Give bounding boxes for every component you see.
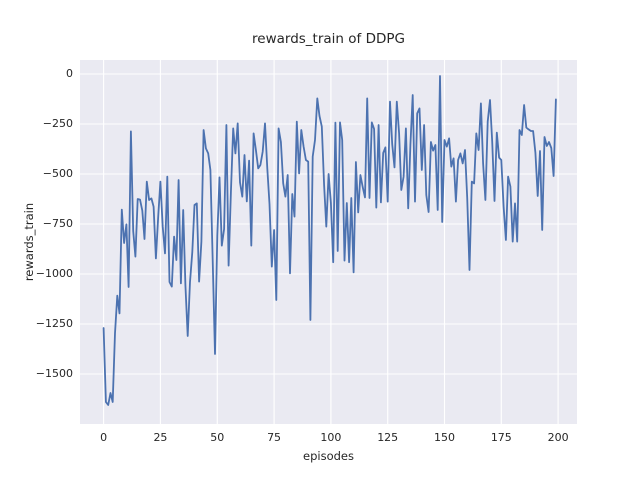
x-tick-label: 200 [547,431,569,444]
chart-title: rewards_train of DDPG [252,31,405,47]
x-tick-label: 25 [153,431,168,444]
x-tick-label: 150 [434,431,455,444]
y-tick-label: −500 [42,167,73,180]
x-tick-label: 125 [377,431,399,444]
x-tick-label: 75 [267,431,282,444]
y-tick-label: −250 [42,117,73,130]
y-tick-label: 0 [66,67,73,80]
x-axis-label: episodes [303,449,354,463]
y-tick-label: −1250 [35,317,73,330]
x-tick-label: 0 [100,431,108,444]
y-tick-label: −1500 [35,367,73,380]
plot-background [80,60,577,424]
y-axis-label: rewards_train [22,202,36,282]
y-tick-label: −1000 [35,267,73,280]
x-tick-label: 50 [210,431,225,444]
data-line [102,75,557,406]
x-tick-label: 175 [490,431,512,444]
y-tick-label: −750 [42,217,73,230]
x-tick-label: 100 [320,431,342,444]
